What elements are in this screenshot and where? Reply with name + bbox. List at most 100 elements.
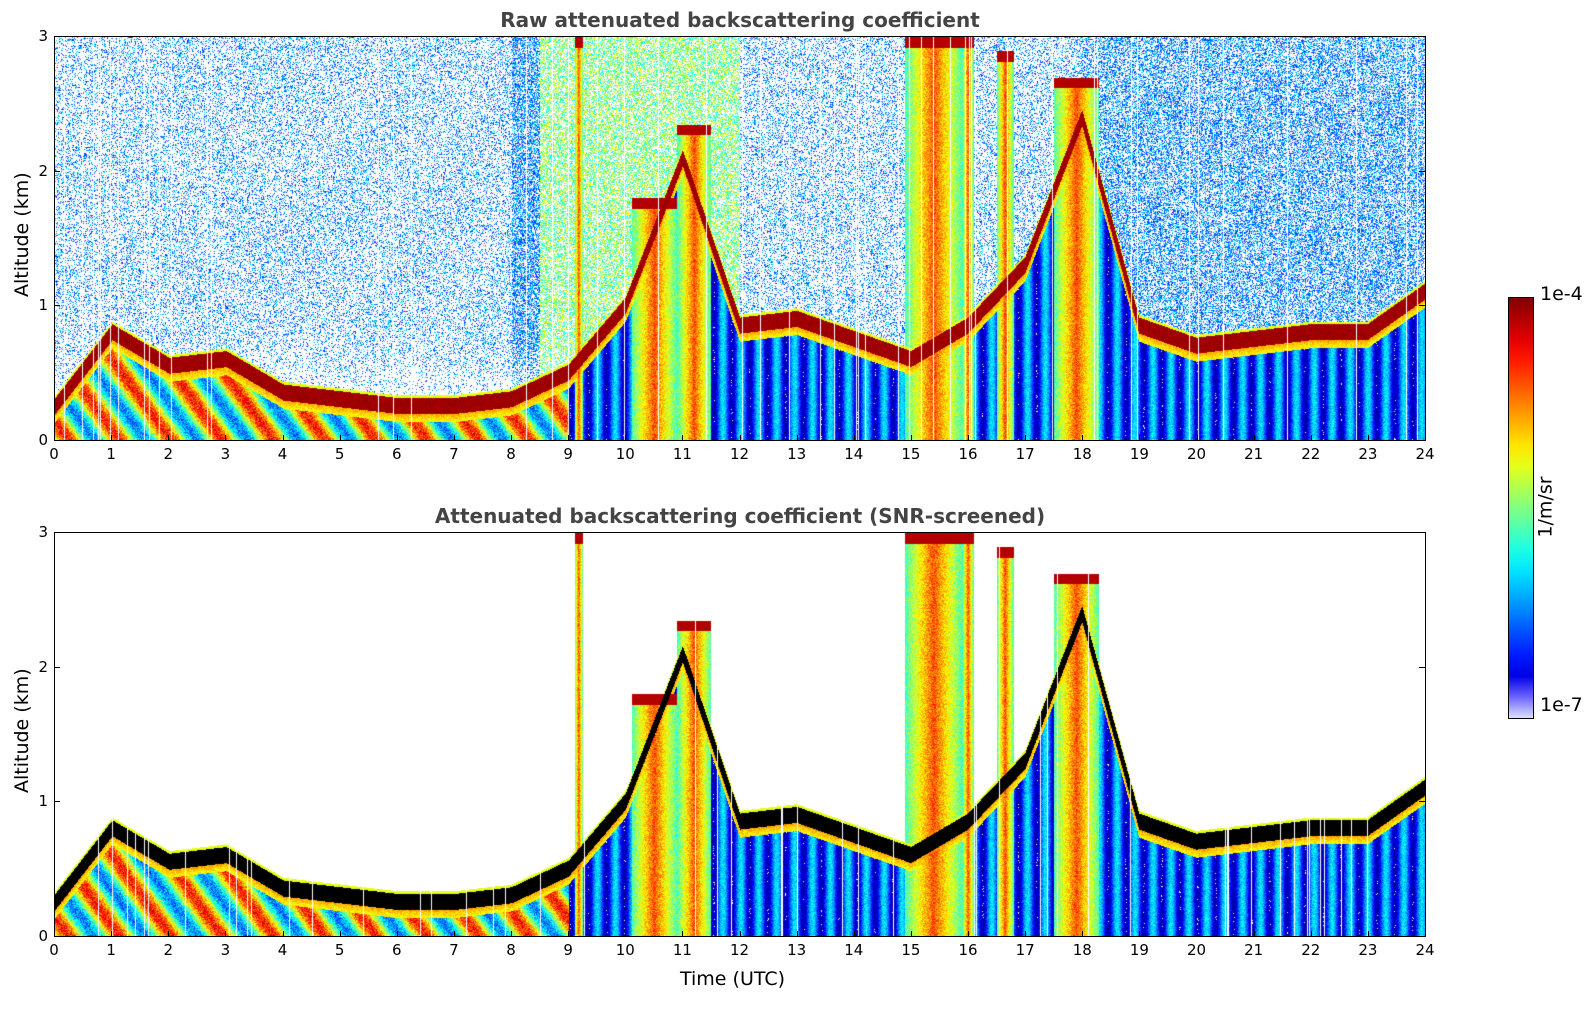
x-tick-label: 11: [672, 941, 692, 959]
x-tick: [739, 931, 741, 937]
x-tick: [910, 435, 912, 441]
y-tick-label: 0: [38, 431, 48, 449]
x-tick: [168, 435, 170, 441]
x-tick: [282, 435, 284, 441]
x-tick: [1367, 931, 1369, 937]
x-tick: [111, 931, 113, 937]
y-tick-label: 2: [38, 657, 48, 676]
x-tick: [54, 931, 55, 937]
x-tick: [739, 435, 741, 441]
x-tick: [568, 435, 570, 441]
panel2-y-axis-label: Altitude (km): [11, 668, 33, 793]
x-tick: [682, 931, 684, 937]
x-tick-label: 10: [615, 941, 635, 959]
x-tick-label: 8: [506, 445, 516, 463]
y-tick-label: 0: [38, 927, 48, 945]
x-tick: [1025, 931, 1027, 937]
x-tick-label: 21: [1244, 445, 1264, 463]
x-tick: [1196, 435, 1198, 441]
x-tick: [453, 435, 455, 441]
x-tick-label: 7: [449, 941, 459, 959]
x-tick-label: 7: [449, 445, 459, 463]
x-tick: [1425, 931, 1426, 937]
x-tick: [625, 435, 627, 441]
y-tick-label: 1: [38, 296, 48, 315]
x-tick-label: 8: [506, 941, 516, 959]
x-tick-label: 6: [391, 941, 402, 959]
x-tick-label: 3: [220, 941, 231, 959]
y-tick-label: 2: [38, 161, 48, 180]
panel2-title: Attenuated backscattering coefficient (S…: [434, 504, 1046, 528]
x-tick: [511, 931, 512, 937]
x-tick-label: 1: [106, 445, 116, 463]
x-tick-label: 14: [844, 941, 864, 959]
y-tick-label: 1: [38, 792, 48, 811]
panel2-x-axis-label: Time (UTC): [680, 968, 786, 990]
x-tick-label: 4: [277, 941, 288, 959]
x-tick: [1253, 435, 1255, 441]
x-tick-label: 20: [1186, 445, 1207, 463]
x-tick-label: 11: [672, 445, 692, 463]
y-tick-right: [1419, 936, 1425, 937]
x-tick: [1082, 931, 1084, 937]
x-tick: [396, 931, 398, 937]
panel2-heatmap: [54, 532, 1426, 937]
panel1-title: Raw attenuated backscattering coefficien…: [500, 8, 980, 32]
x-tick-label: 24: [1415, 445, 1435, 463]
x-tick-label: 15: [901, 941, 921, 959]
x-tick: [396, 435, 398, 441]
panel1-y-axis-label: Altitude (km): [11, 172, 33, 297]
x-tick: [625, 931, 627, 937]
y-tick: [54, 305, 60, 307]
x-tick: [54, 435, 55, 441]
x-tick: [568, 931, 570, 937]
y-tick-right: [1419, 666, 1425, 668]
y-tick-right: [1419, 801, 1425, 803]
x-tick: [1310, 435, 1312, 441]
x-tick-label: 24: [1415, 941, 1435, 959]
y-tick: [54, 36, 60, 37]
x-tick: [111, 435, 113, 441]
x-tick: [1367, 435, 1369, 441]
x-tick: [1139, 435, 1141, 441]
x-tick: [339, 931, 341, 937]
x-tick-label: 6: [391, 445, 402, 463]
y-tick: [54, 170, 60, 172]
x-tick-label: 3: [220, 445, 231, 463]
x-tick: [1425, 435, 1426, 441]
y-tick: [54, 440, 60, 441]
x-tick: [511, 435, 512, 441]
x-tick-label: 20: [1186, 941, 1207, 959]
x-tick: [682, 435, 684, 441]
y-tick-label: 3: [38, 523, 48, 541]
x-tick-label: 0: [49, 941, 59, 959]
x-tick-label: 14: [844, 445, 864, 463]
x-tick: [1139, 931, 1141, 937]
x-tick: [968, 435, 969, 441]
x-tick-label: 22: [1301, 941, 1321, 959]
x-tick-label: 13: [787, 445, 807, 463]
x-tick: [853, 435, 855, 441]
x-tick-label: 4: [277, 445, 288, 463]
colorbar-units-label: 1/m/sr: [1534, 476, 1557, 538]
colorbar-min-label: 1e-7: [1540, 694, 1583, 716]
x-tick-label: 5: [334, 941, 345, 959]
x-tick: [339, 435, 341, 441]
x-tick-label: 16: [958, 941, 978, 959]
x-tick: [1253, 931, 1255, 937]
x-tick-label: 13: [787, 941, 807, 959]
x-tick: [1082, 435, 1084, 441]
y-tick-label: 3: [38, 27, 48, 45]
x-tick: [796, 931, 798, 937]
x-tick-label: 19: [1129, 445, 1149, 463]
x-tick-label: 23: [1358, 445, 1378, 463]
x-tick-label: 2: [163, 445, 174, 463]
x-tick: [853, 931, 855, 937]
y-tick-right: [1419, 170, 1425, 172]
x-tick-label: 18: [1072, 445, 1092, 463]
x-tick: [225, 435, 227, 441]
x-tick-label: 10: [615, 445, 635, 463]
x-tick-label: 12: [729, 445, 750, 463]
y-tick-right: [1419, 36, 1425, 37]
x-tick: [453, 931, 455, 937]
